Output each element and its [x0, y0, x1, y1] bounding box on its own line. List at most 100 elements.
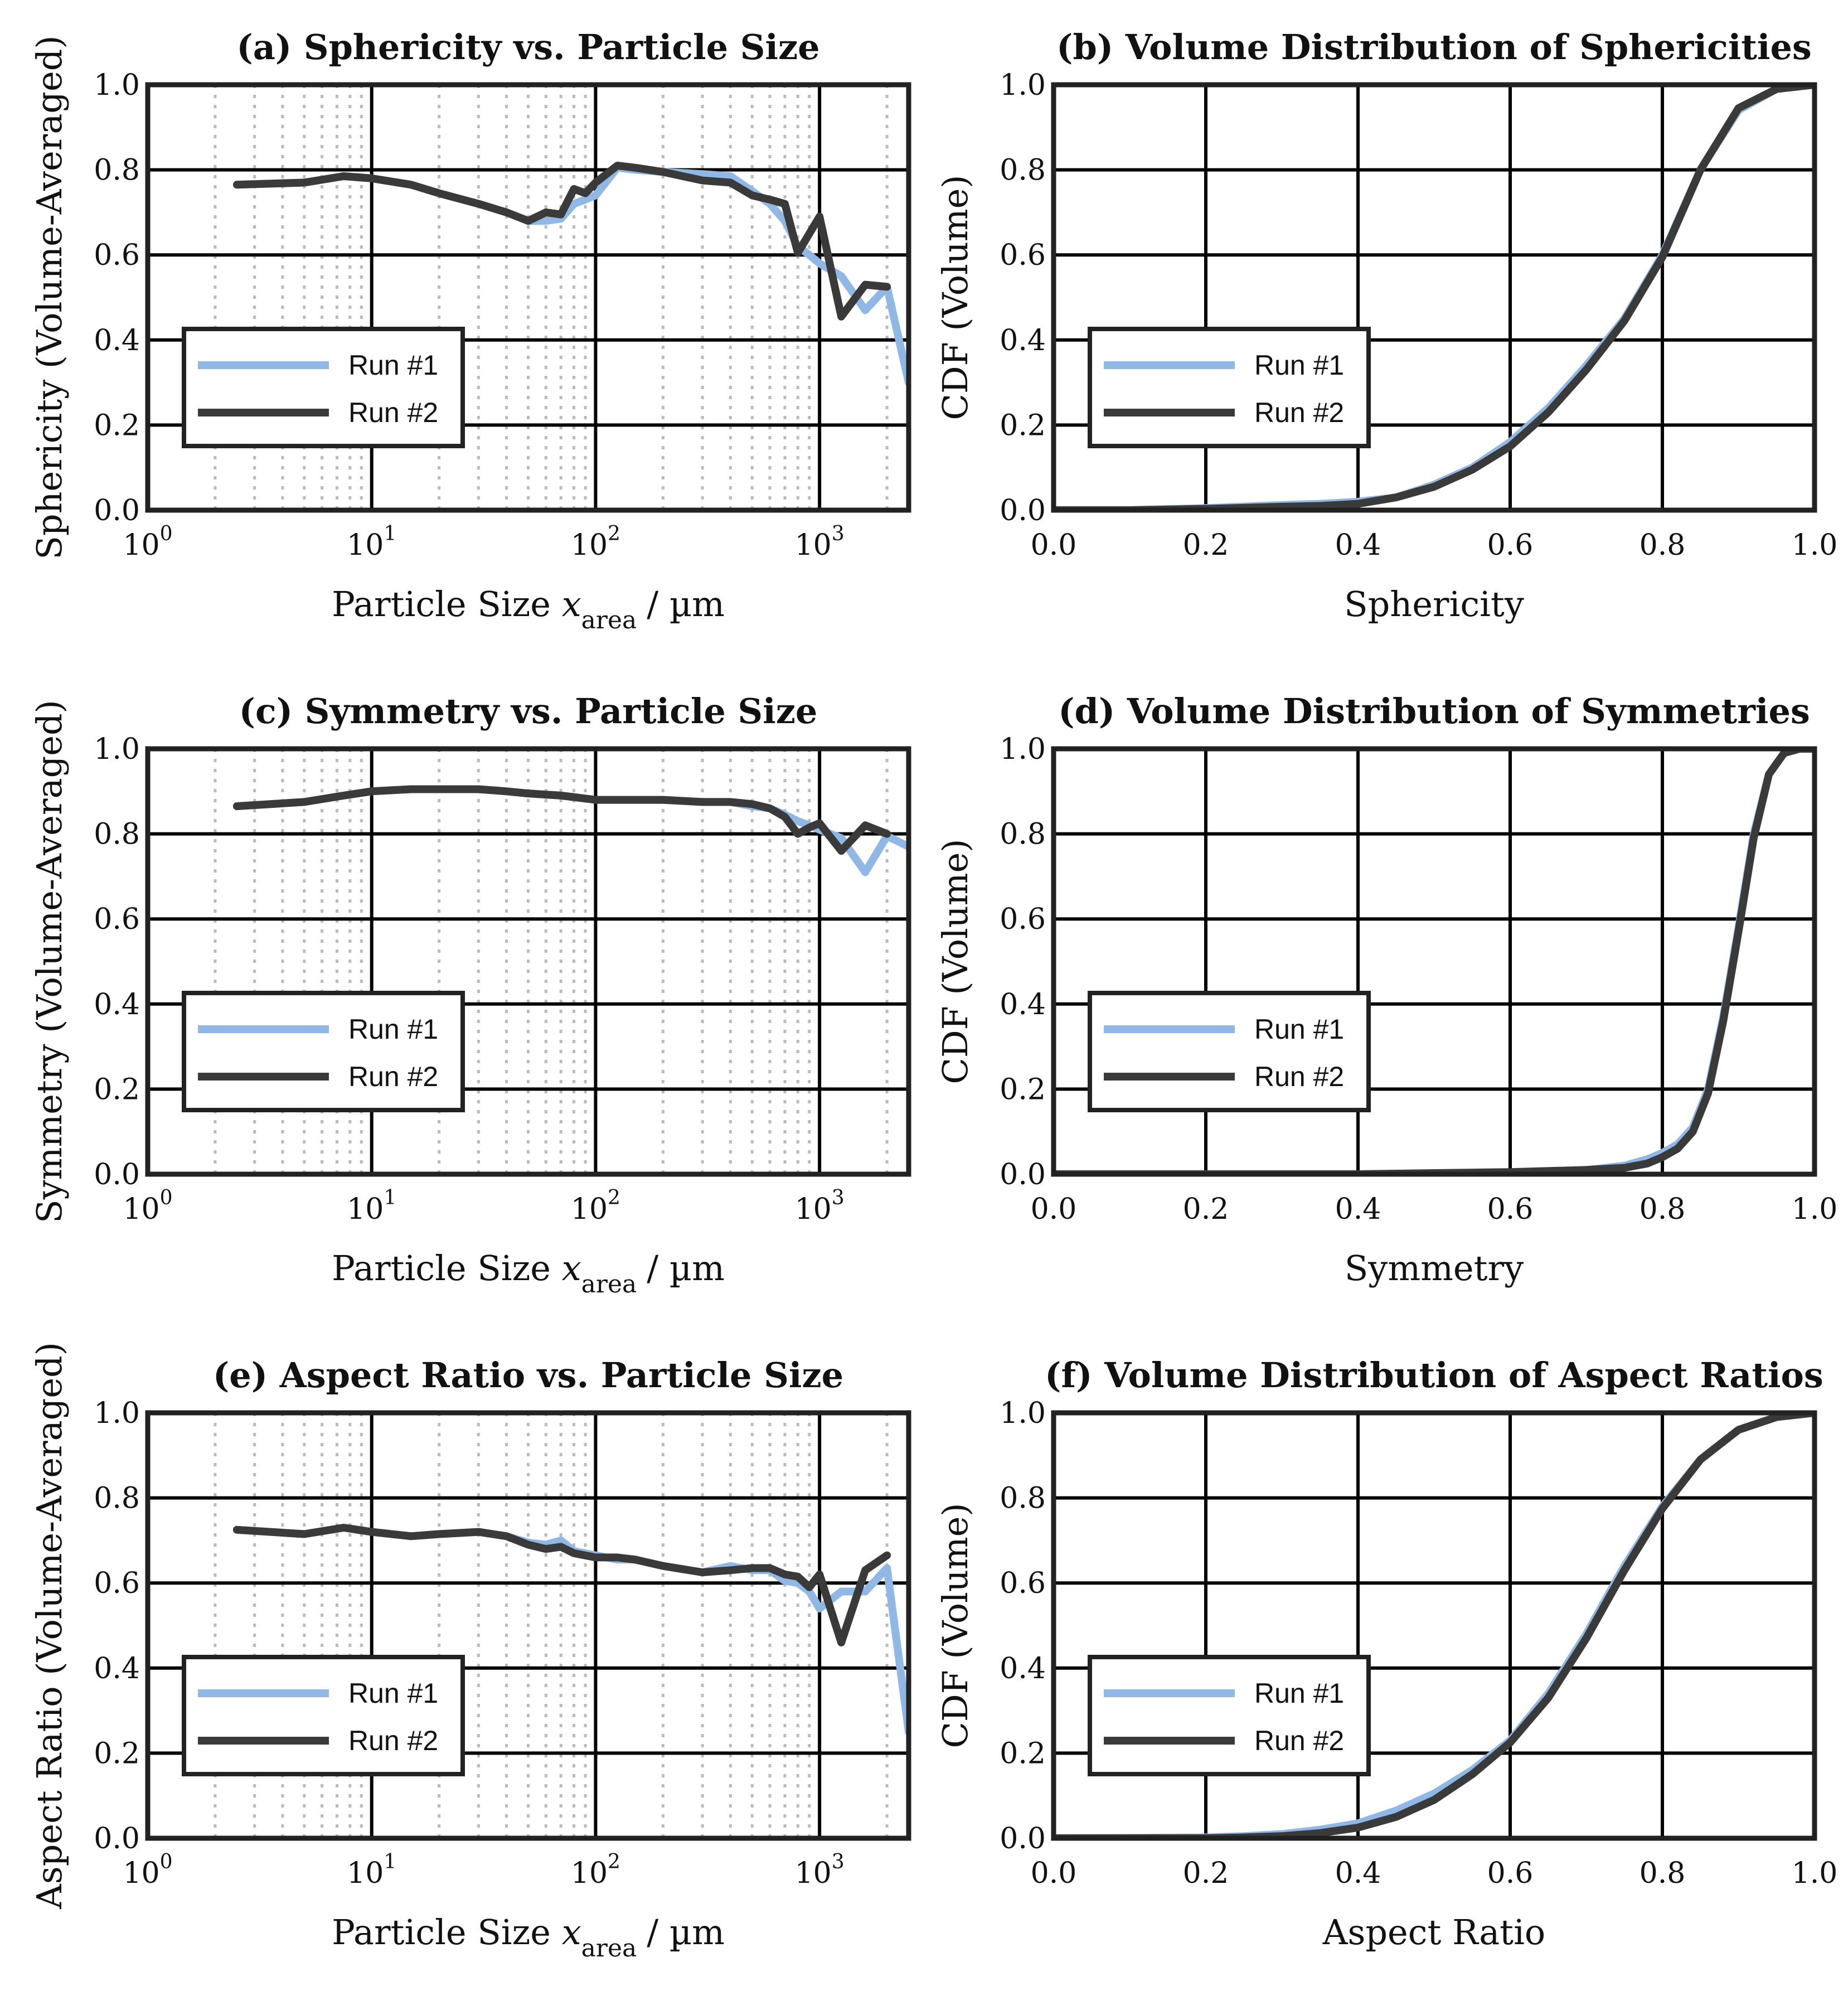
x-axis-label: Particle Size xarea / µm — [332, 1248, 725, 1299]
y-tick-label: 1.0 — [94, 69, 140, 102]
legend: Run #1 Run #2 — [182, 1655, 465, 1776]
x-axis-label-space — [551, 1248, 562, 1288]
chart-title: (f) Volume Distribution of Aspect Ratios — [1045, 1355, 1823, 1396]
y-tick-label: 0.0 — [94, 494, 140, 527]
y-tick-label: 0.4 — [1000, 324, 1046, 357]
y-tick-label: 0.6 — [94, 239, 140, 272]
y-tick-label: 0.4 — [94, 988, 140, 1021]
x-tick-label: 0.2 — [1183, 1857, 1229, 1890]
legend-label-run2: Run #2 — [1254, 397, 1344, 428]
x-tick-label: 0.6 — [1487, 529, 1534, 562]
series-line-run2 — [232, 162, 891, 321]
chart-title: (e) Aspect Ratio vs. Particle Size — [213, 1355, 843, 1396]
chart-title: (b) Volume Distribution of Sphericities — [1056, 27, 1812, 67]
chart-f: 0.00.20.40.60.81.00.0 0.2 0.4 0.6 0.8 1.0(f) … — [935, 1355, 1837, 1953]
x-tick-label: 0.8 — [1640, 529, 1686, 562]
x-tick-label: 100 — [123, 522, 172, 562]
legend-label-run1: Run #1 — [1254, 1014, 1344, 1045]
x-tick-label: 101 — [347, 1850, 396, 1890]
x-axis-unit: / µm — [647, 1912, 725, 1953]
chart-title: (d) Volume Distribution of Symmetries — [1058, 691, 1810, 732]
x-axis-variable: x — [562, 584, 581, 624]
x-tick-label: 103 — [795, 522, 845, 562]
x-axis-unit: / µm — [647, 1248, 725, 1288]
x-tick-label: 100 — [123, 1186, 172, 1226]
legend: Run #1 Run #2 — [1088, 991, 1371, 1112]
x-tick-exponent: 0 — [160, 1186, 173, 1209]
y-tick-label: 0.0 — [1000, 1822, 1046, 1856]
y-tick-label: 0.8 — [94, 154, 140, 187]
y-tick-label: 0.0 — [94, 1822, 140, 1856]
x-tick-label: 103 — [795, 1186, 845, 1226]
x-tick-exponent: 2 — [608, 1850, 620, 1873]
x-tick-base: 10 — [347, 529, 384, 562]
x-tick-exponent: 0 — [160, 1850, 173, 1873]
y-tick-label: 1.0 — [94, 733, 140, 766]
x-tick-label: 0.8 — [1640, 1857, 1686, 1890]
x-tick-label: 0.4 — [1335, 1193, 1381, 1226]
x-tick-exponent: 2 — [608, 1186, 620, 1209]
plot-frame — [1051, 1410, 1817, 1841]
y-tick-label: 0.4 — [94, 1652, 140, 1685]
x-tick-label: 103 — [795, 1850, 845, 1890]
x-tick-base: 10 — [795, 529, 832, 562]
legend-label-run1: Run #1 — [348, 1014, 438, 1045]
y-axis-label: Aspect Ratio (Volume-Averaged) — [29, 1342, 70, 1910]
y-tick-label: 0.8 — [94, 1482, 140, 1515]
y-axis-label: CDF (Volume) — [935, 175, 976, 420]
x-axis-variable: x — [562, 1248, 581, 1288]
x-tick-label: 0.2 — [1183, 529, 1229, 562]
x-tick-exponent: 3 — [832, 1186, 845, 1209]
y-tick-label: 0.2 — [94, 409, 140, 442]
y-axis-label: CDF (Volume) — [935, 839, 976, 1084]
x-tick-label: 102 — [571, 1850, 620, 1890]
y-tick-label: 0.8 — [94, 818, 140, 851]
legend-box — [182, 1655, 465, 1776]
chart-title: (a) Sphericity vs. Particle Size — [236, 27, 819, 67]
y-tick-label: 0.2 — [94, 1737, 140, 1770]
y-axis-label: Symmetry (Volume-Averaged) — [29, 700, 70, 1223]
x-tick-label: 1.0 — [1792, 1857, 1838, 1890]
y-tick-label: 1.0 — [1000, 733, 1046, 766]
legend-box — [1088, 1655, 1371, 1776]
chart-title: (c) Symmetry vs. Particle Size — [239, 691, 818, 732]
x-tick-label: 0.0 — [1031, 1193, 1077, 1226]
legend-label-run2: Run #2 — [348, 1061, 438, 1092]
series-line-run2 — [1054, 83, 1815, 512]
x-tick-base: 10 — [123, 1193, 159, 1226]
legend-label-run2: Run #2 — [1254, 1725, 1344, 1756]
legend: Run #1 Run #2 — [182, 991, 465, 1112]
series-line-run2 — [232, 785, 891, 855]
y-tick-label: 1.0 — [1000, 69, 1046, 102]
x-tick-exponent: 2 — [608, 522, 620, 545]
x-tick-exponent: 3 — [832, 1850, 845, 1873]
legend-box — [1088, 327, 1371, 448]
legend-label-run2: Run #2 — [1254, 1061, 1344, 1092]
x-tick-exponent: 0 — [160, 522, 173, 545]
y-tick-label: 0.8 — [1000, 154, 1046, 187]
x-tick-label: 0.4 — [1335, 1857, 1381, 1890]
x-tick-label: 0.8 — [1640, 1193, 1686, 1226]
plot-frame — [145, 1410, 911, 1841]
chart-d: 0.0 0.2 0.4 0.6 0.8 1.0 0.0 0.2 0.4 0.6 0.8 1.0 (d) … — [935, 691, 1837, 1288]
y-tick-label: 0.6 — [94, 903, 140, 936]
legend-label-run1: Run #1 — [1254, 350, 1344, 381]
plot-frame — [1051, 746, 1817, 1177]
x-axis-subscript: area — [581, 606, 637, 634]
x-tick-label: 101 — [347, 522, 396, 562]
x-tick-label: 0.2 — [1183, 1193, 1229, 1226]
x-tick-exponent: 1 — [384, 1850, 396, 1873]
y-tick-label: 0.0 — [1000, 494, 1046, 527]
x-axis-unit: / µm — [647, 584, 725, 624]
legend-box — [182, 991, 465, 1112]
x-axis-label-space — [551, 584, 562, 624]
x-axis-label: Aspect Ratio — [1322, 1912, 1545, 1953]
x-tick-label: 0.0 — [1031, 529, 1077, 562]
y-tick-label: 0.4 — [1000, 988, 1046, 1021]
y-tick-label: 0.8 — [1000, 1482, 1046, 1515]
plot-frame — [145, 746, 911, 1177]
y-tick-label: 0.6 — [1000, 903, 1046, 936]
